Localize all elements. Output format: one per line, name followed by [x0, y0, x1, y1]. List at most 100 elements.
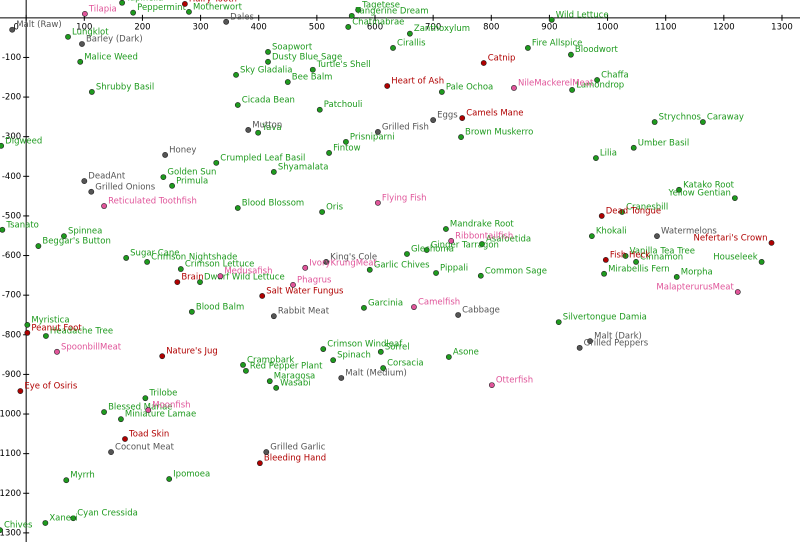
point-label: Lungklot [72, 27, 109, 37]
point [265, 58, 271, 65]
x-tick-label: 1100 [655, 22, 677, 32]
y-tick-label: -900 [2, 370, 21, 380]
point [448, 237, 455, 244]
point [587, 338, 594, 345]
point [255, 129, 262, 136]
point-label: Tilapia [88, 4, 117, 14]
point-label: Honey [169, 145, 196, 155]
point-label: Chives [4, 521, 33, 531]
point [488, 382, 495, 389]
point [88, 188, 95, 195]
point-label: Bleeding Hand [264, 454, 326, 464]
point [101, 203, 107, 209]
point [320, 346, 327, 352]
point-label: Crimson Lettuce [185, 260, 255, 270]
point [377, 348, 384, 355]
point [355, 7, 362, 13]
point-label: Pippali [440, 263, 468, 273]
y-tick-label: -1000 [0, 410, 21, 420]
point-label: Lamondrop [576, 80, 624, 90]
point-label: Chaffa [601, 71, 629, 81]
point [361, 304, 367, 311]
point [245, 127, 252, 133]
point-label: Brown Muskerro [465, 128, 533, 138]
x-tick-label: 1200 [713, 22, 735, 32]
point [480, 60, 487, 66]
point-label: Trilobe [148, 389, 177, 399]
point [601, 270, 607, 277]
point [555, 319, 562, 326]
point-label: Phagrus [297, 275, 332, 285]
point [122, 436, 128, 442]
point-label: Strychnos [659, 113, 702, 123]
point [266, 378, 273, 385]
point [61, 233, 67, 240]
point-label: Mirabellis Fern [608, 264, 670, 274]
point-label: Blood Balm [196, 302, 244, 312]
point-label: Fintow [333, 143, 361, 153]
point-label: Zanthoxylum [414, 24, 470, 34]
point [88, 89, 95, 95]
point-label: Oris [326, 202, 344, 212]
point-label: Tsanato [5, 220, 39, 230]
point [79, 41, 85, 47]
point-label: Fish Heck [610, 250, 650, 260]
point-label: Shrubby Basil [96, 82, 154, 92]
point-label: Cirallis [397, 38, 426, 48]
point-label: Garcinia [368, 298, 403, 308]
point-label: Wasabi [280, 378, 310, 388]
point-label: Soapwort [272, 42, 313, 52]
point [24, 321, 31, 328]
point [223, 18, 230, 25]
point [142, 395, 149, 402]
point [455, 312, 462, 318]
point [348, 12, 355, 19]
point [323, 258, 330, 265]
point-label: Cicada Bean [242, 95, 295, 105]
point [654, 233, 660, 240]
point-label: Salt Water Fungus [266, 286, 344, 296]
point [42, 520, 49, 526]
point-label: SpoonbillMeat [61, 342, 122, 352]
point-label: Flying Fish [382, 193, 427, 203]
point [569, 87, 575, 93]
point-label: Lilia [600, 149, 617, 159]
point-label: Heart of Ash [391, 76, 444, 86]
y-tick-label: -1200 [0, 489, 21, 499]
point-label: Beggar's Button [42, 237, 111, 247]
point [411, 304, 417, 310]
point-label: Katako Root [683, 180, 735, 190]
point-label: NileMackerelMeat [518, 78, 594, 88]
point-label: Turtle's Shell [316, 60, 371, 70]
point [459, 115, 466, 121]
y-tick-label: -700 [2, 291, 21, 301]
point [433, 270, 439, 276]
point [338, 375, 345, 381]
point [0, 226, 6, 233]
point-label: Asone [453, 347, 479, 357]
point [234, 205, 241, 211]
point [290, 281, 296, 288]
y-tick-label: -600 [2, 251, 21, 261]
x-tick-label: 1300 [771, 22, 793, 32]
point-label: Otterfish [496, 376, 533, 386]
point-label: Yava [261, 123, 281, 133]
point [576, 344, 583, 351]
point [309, 66, 316, 73]
point [144, 258, 150, 265]
point [270, 169, 277, 175]
point [676, 186, 682, 193]
point [0, 527, 3, 534]
point [375, 129, 381, 135]
point [213, 159, 220, 166]
point [438, 89, 445, 95]
point [284, 79, 291, 85]
point [265, 49, 271, 55]
x-tick-label: 1000 [597, 22, 619, 32]
point-label: Myrrh [70, 471, 94, 481]
point-label: Silvertongue Damia [563, 313, 647, 323]
point [9, 26, 16, 33]
point-label: Crimson Windleaf [327, 340, 403, 350]
point [651, 119, 658, 125]
